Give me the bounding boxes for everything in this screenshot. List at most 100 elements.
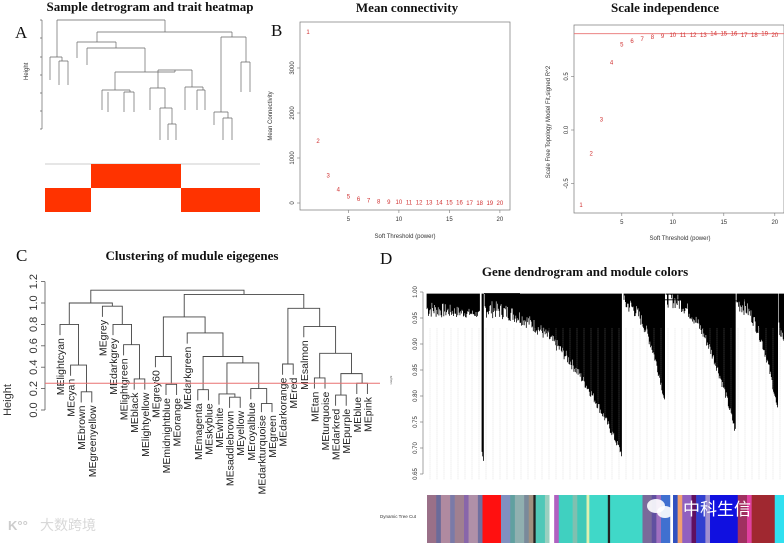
- leaf-label: MEdarkgrey: [108, 337, 120, 394]
- leaf-label: MEdarkturquoise: [256, 415, 268, 495]
- y-tick-label: 0.0: [28, 402, 40, 417]
- wechat-watermark: 中科生信: [647, 499, 751, 519]
- leaf-label: MEsalmon: [299, 340, 311, 390]
- module-color-segment: [751, 495, 776, 543]
- module-color-segment: [514, 495, 525, 543]
- dendrogram-branch: [356, 382, 368, 394]
- module-color-segment: [747, 495, 752, 543]
- wechat-icon: [647, 499, 673, 518]
- dendrogram-branch: [229, 396, 241, 408]
- module-color-segment: [705, 495, 711, 543]
- y-axis-label: Height: [2, 384, 14, 416]
- module-color-segment: [642, 495, 653, 543]
- module-color-segment: [577, 495, 587, 543]
- data-point-label: 9: [661, 34, 665, 40]
- y-tick-label: 0: [290, 201, 296, 205]
- y-axis-label: Mean Connectivity: [268, 91, 274, 140]
- module-color-segment: [673, 495, 678, 543]
- leaf-label: MEturquoise: [320, 391, 332, 450]
- data-point-label: 12: [416, 201, 423, 207]
- y-tick-label: 3000: [290, 61, 296, 75]
- panel-a-letter: A: [15, 23, 28, 42]
- plot-frame: [573, 24, 784, 214]
- module-color-segment: [500, 495, 511, 543]
- y-tick-label: 0.2: [28, 381, 40, 396]
- data-point-label: 13: [426, 201, 433, 207]
- leaf-label: MEblack: [129, 392, 141, 433]
- module-color-segment: [463, 495, 469, 543]
- panel-scale-independence: Scale independence Soft Threshold (power…: [546, 0, 784, 242]
- data-point-label: 6: [357, 197, 361, 203]
- trait-heatmap: [45, 163, 260, 212]
- data-point-label: 5: [347, 194, 351, 200]
- module-color-segment: [651, 495, 657, 543]
- data-point-label: 15: [720, 32, 727, 38]
- plot-frame: [299, 21, 511, 211]
- dendrogram-branch: [197, 389, 209, 401]
- x-tick-label: 10: [669, 220, 676, 226]
- y-tick-label: 0.0: [564, 125, 570, 134]
- leaf-label: MEdarkred: [331, 409, 343, 461]
- panel-c-title: Clustering of mudule eigegenes: [106, 248, 279, 263]
- panel-b-title: Mean connectivity: [356, 0, 459, 15]
- panel-c-eigengene-clustering: Clustering of mudule eigegenes C Height …: [2, 246, 380, 495]
- y-tick-label: 0.95: [413, 312, 419, 324]
- data-point-label: 10: [396, 200, 403, 206]
- data-point-label: 20: [497, 201, 504, 207]
- module-color-segment: [607, 495, 611, 543]
- data-point-label: 2: [316, 139, 320, 145]
- data-point-label: 17: [741, 33, 748, 39]
- module-color-segment: [586, 495, 590, 543]
- data-point-label: 7: [641, 37, 645, 43]
- data-point-label: 8: [377, 199, 381, 205]
- leaf-label: MEred: [288, 378, 300, 409]
- data-point-label: 1: [306, 30, 310, 36]
- dendrogram-branch: [335, 394, 347, 406]
- data-point-label: 2: [590, 152, 594, 158]
- y-tick-label: 1.2: [28, 274, 40, 289]
- dendrogram-branch: [202, 356, 244, 390]
- module-color-segment: [737, 495, 748, 543]
- x-tick-label: 20: [771, 220, 778, 226]
- leaf-label: MElightyellow: [140, 392, 152, 457]
- panel-b-mean-connectivity: Mean connectivity B Soft Threshold (powe…: [268, 0, 511, 240]
- panel-a-title: Sample detrogram and trait heatmap: [46, 0, 253, 14]
- module-color-segment: [554, 495, 560, 543]
- dendrogram-merge: [484, 293, 755, 302]
- panel-b-letter: B: [271, 21, 282, 40]
- panel-d-letter: D: [380, 249, 392, 268]
- dendrogram-branch: [165, 383, 178, 396]
- y-axis-label: Height: [389, 375, 393, 384]
- module-color-segment: [533, 495, 536, 543]
- panel-d-title: Gene dendrogram and module colors: [482, 264, 688, 279]
- y-tick-label: 1.0: [28, 295, 40, 310]
- module-color-segment: [510, 495, 516, 543]
- x-tick-label: 5: [347, 217, 351, 223]
- module-color-segment: [691, 495, 697, 543]
- module-color-segment: [524, 495, 530, 543]
- module-color-segment: [610, 495, 643, 543]
- leaf-label: MEblue: [352, 397, 364, 433]
- leaf-label: MEmagenta: [193, 403, 205, 460]
- data-point-label: 20: [771, 33, 778, 39]
- data-point-label: 12: [690, 33, 697, 39]
- data-point-label: 17: [466, 201, 473, 207]
- module-color-segment: [468, 495, 479, 543]
- x-tick-label: 10: [396, 217, 403, 223]
- y-tick-label: 0.90: [413, 338, 419, 350]
- data-point-label: 14: [710, 32, 717, 38]
- dendrogram-branch: [90, 289, 245, 303]
- y-tick-label: 0.85: [413, 364, 419, 376]
- panel-d-gene-dendrogram: D Gene dendrogram and module colors Heig…: [380, 249, 784, 543]
- color-row-label: Dynamic Tree Cut: [380, 514, 417, 519]
- dendrogram-branch: [260, 403, 273, 413]
- heatmap-cell: [45, 188, 91, 212]
- heatmap-cell: [91, 164, 181, 188]
- y-tick-label: 0.70: [413, 442, 419, 454]
- data-point-label: 11: [406, 200, 413, 206]
- y-tick-label: 1000: [290, 151, 296, 165]
- data-point-label: 5: [620, 42, 624, 48]
- y-tick-label: 0.75: [413, 416, 419, 428]
- leaf-label: MEskyblue: [203, 403, 215, 455]
- leaf-label: MEtan: [309, 391, 321, 422]
